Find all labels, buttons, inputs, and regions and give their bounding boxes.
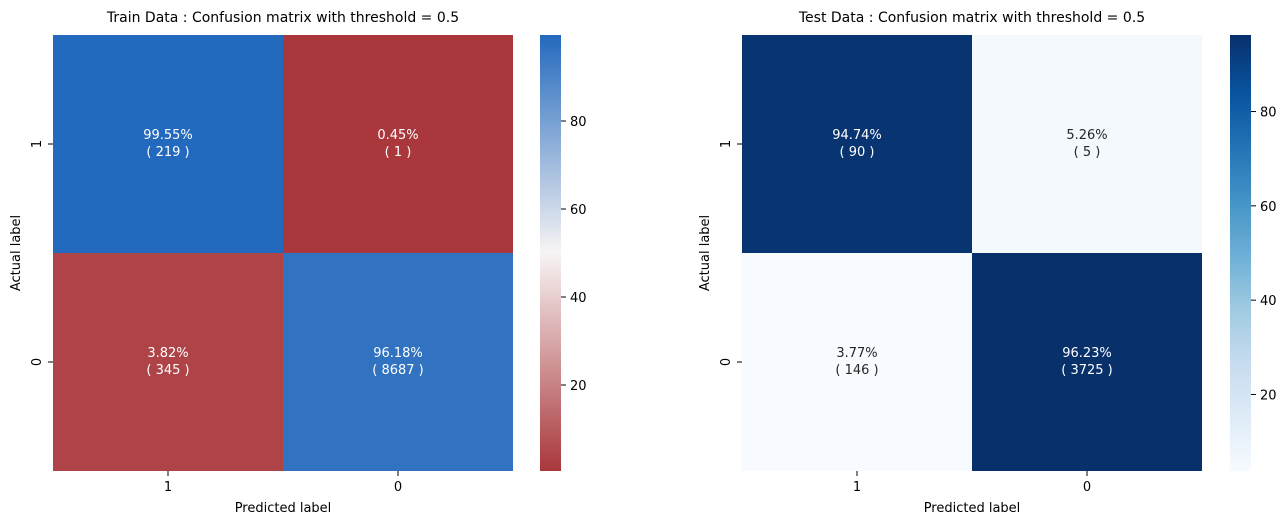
colorbar-tick-label: 40 <box>1260 294 1277 309</box>
heatmap-cell <box>283 253 513 471</box>
cell-percent-label: 0.45% <box>377 128 418 143</box>
y-tick-label: 0 <box>719 358 734 366</box>
y-tick-label: 1 <box>719 140 734 148</box>
heatmap-cell <box>972 253 1202 471</box>
cell-count-label: ( 5 ) <box>1074 145 1101 160</box>
colorbar <box>540 35 561 471</box>
y-axis-label: Actual label <box>698 215 713 291</box>
heatmap-cell <box>972 35 1202 253</box>
heatmap-panel-train: Train Data : Confusion matrix with thres… <box>9 10 587 516</box>
x-axis-label: Predicted label <box>924 501 1021 516</box>
colorbar-tick-label: 40 <box>570 291 587 306</box>
cell-count-label: ( 90 ) <box>840 145 875 160</box>
x-axis-label: Predicted label <box>235 501 332 516</box>
heatmap-panel-test: Test Data : Confusion matrix with thresh… <box>698 10 1277 516</box>
colorbar-tick-label: 20 <box>570 379 587 394</box>
heatmap-cell <box>283 35 513 253</box>
cell-percent-label: 5.26% <box>1066 128 1107 143</box>
y-tick-label: 1 <box>30 140 45 148</box>
cell-count-label: ( 345 ) <box>146 363 189 378</box>
cell-count-label: ( 3725 ) <box>1061 363 1113 378</box>
chart-title: Train Data : Confusion matrix with thres… <box>106 10 459 26</box>
colorbar-tick-label: 60 <box>570 203 587 218</box>
cell-percent-label: 96.23% <box>1062 346 1112 361</box>
cell-percent-label: 94.74% <box>832 128 882 143</box>
colorbar-tick-label: 80 <box>570 115 587 130</box>
cell-count-label: ( 146 ) <box>835 363 878 378</box>
x-tick-label: 1 <box>164 480 172 495</box>
cell-count-label: ( 8687 ) <box>372 363 424 378</box>
heatmap-cell <box>742 253 972 471</box>
cell-percent-label: 99.55% <box>143 128 193 143</box>
colorbar-tick-label: 60 <box>1260 200 1277 215</box>
colorbar-tick-label: 20 <box>1260 388 1277 403</box>
cell-percent-label: 3.82% <box>147 346 188 361</box>
y-tick-label: 0 <box>30 358 45 366</box>
x-tick-label: 1 <box>853 480 861 495</box>
x-tick-label: 0 <box>394 480 402 495</box>
cell-percent-label: 3.77% <box>836 346 877 361</box>
chart-title: Test Data : Confusion matrix with thresh… <box>798 10 1145 26</box>
y-axis-label: Actual label <box>9 215 24 291</box>
colorbar <box>1230 35 1251 471</box>
cell-count-label: ( 219 ) <box>146 145 189 160</box>
cell-percent-label: 96.18% <box>373 346 423 361</box>
cell-count-label: ( 1 ) <box>385 145 412 160</box>
heatmap-cell <box>53 35 283 253</box>
x-tick-label: 0 <box>1083 480 1091 495</box>
heatmap-cell <box>742 35 972 253</box>
colorbar-tick-label: 80 <box>1260 106 1277 121</box>
heatmap-cell <box>53 253 283 471</box>
